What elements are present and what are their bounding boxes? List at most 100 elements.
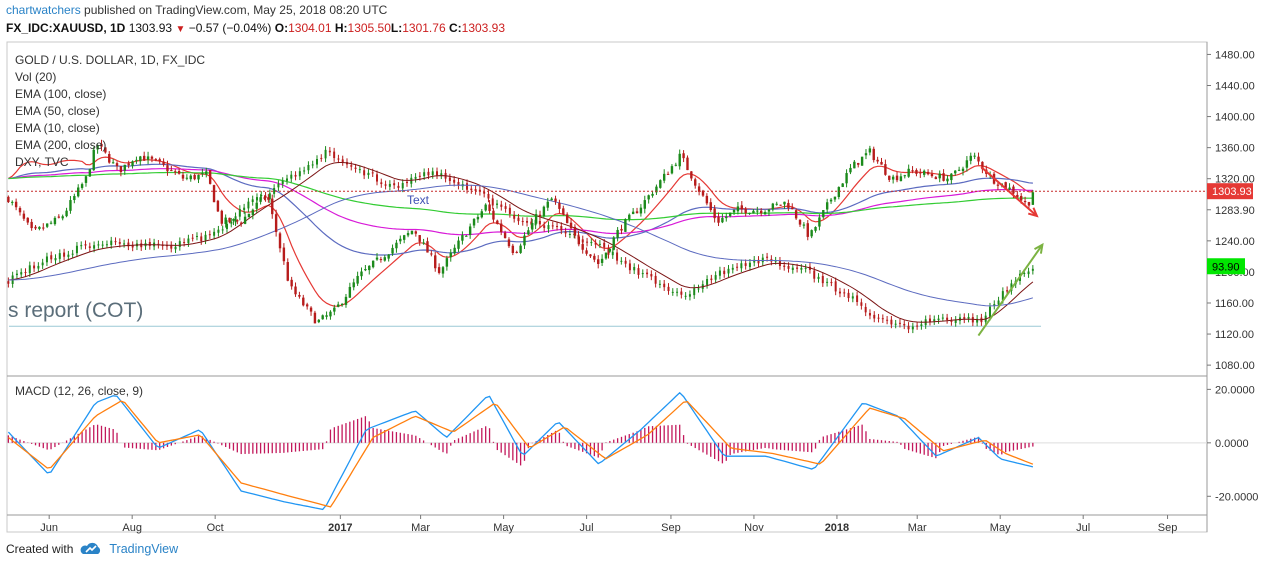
candle-body [174,171,177,173]
dxy-body [97,244,100,246]
dxy-bar [628,259,631,274]
dxy-bar [834,277,837,296]
candle-body [662,173,666,181]
candle-body [255,202,258,209]
dxy-body [157,243,160,245]
dxy-body [93,245,96,249]
dxy-bar [976,315,979,327]
candle-body [895,175,899,181]
candle [158,157,161,165]
candle [45,223,49,229]
candle [794,208,798,220]
candle-body [224,217,227,224]
candle-body [329,311,332,317]
published-text: published on TradingView.com, May 25, 20… [84,3,388,17]
time-tick-label: 2017 [328,522,352,534]
candle [833,196,837,202]
candle [80,182,84,190]
candle-body [441,267,445,274]
candle [135,156,138,164]
candle-body [616,229,619,238]
close-value: 1303.93 [461,21,506,35]
low-label: L: [390,21,403,35]
dxy-body [457,181,460,186]
dxy-bar [440,169,443,180]
candle [468,223,472,239]
candle-body [686,157,689,171]
candle-body [888,175,891,180]
candle [616,227,619,242]
dxy-bar [607,244,610,259]
candle [49,220,53,225]
dxy-body [796,267,799,269]
legend-item: EMA (50, close) [15,104,100,118]
candle [550,197,553,201]
dxy-body [637,268,640,275]
dxy-body [101,244,104,246]
candle [1027,201,1031,208]
candle-body [907,168,910,177]
candle [220,209,223,226]
candle [42,223,45,231]
candle-body [14,201,18,208]
candle [123,164,126,175]
dxy-bar [723,267,726,278]
candle-body [794,210,798,219]
dxy-body [860,302,863,306]
dxy-bar [650,270,653,281]
dxy-body [954,319,957,323]
dxy-bar [273,184,276,198]
dxy-body [191,237,194,239]
symbol-label: FX_IDC:XAUUSD, 1D [6,21,126,35]
dxy-body [174,246,177,250]
price-tick-label: 1240.00 [1215,236,1255,248]
dxy-body [521,221,524,223]
candle [926,169,930,176]
candle [527,227,530,236]
candle [775,201,778,206]
dxy-bar [303,166,306,175]
candle-body [697,186,701,192]
dxy-body [654,275,657,284]
candle-body [1016,194,1019,198]
tradingview-link[interactable]: TradingView [109,542,179,556]
candle [860,156,864,166]
candle [441,266,445,278]
dxy-body [881,318,884,320]
candle-body [864,153,868,156]
candle [845,169,848,188]
candle-body [402,235,406,240]
candle-body [825,202,829,210]
dxy-bar [594,239,597,249]
text-annotation[interactable]: Text [407,193,430,207]
legend-item: EMA (10, close) [15,121,100,135]
dxy-body [127,242,130,247]
dxy-bar [860,298,863,310]
candle-body [135,159,138,161]
candle-body [666,173,670,175]
candle-body [263,197,266,199]
author-link[interactable]: chartwatchers [6,3,81,17]
dxy-bar [50,251,53,264]
up-arrow-head [1034,242,1044,254]
dxy-bar [238,205,241,221]
dxy-bar [881,314,884,323]
chart-area[interactable]: 1480.00 1440.00 1400.00 1360.00 1320.00 1283.… [0,40,1270,540]
candle-body [274,214,278,233]
candle [604,252,608,260]
dxy-body [821,275,824,284]
dxy-bar [894,319,897,329]
candle [969,152,972,165]
candle [965,156,969,172]
candle [876,156,879,164]
dxy-bar [75,242,78,257]
dxy-bar [24,268,27,277]
dxy-body [170,245,173,249]
dxy-body [118,242,121,244]
candle [767,208,771,217]
candle [647,194,650,204]
candle-body [18,208,22,213]
dxy-body [384,184,387,186]
candle-body [624,219,627,232]
dxy-body [740,263,743,269]
